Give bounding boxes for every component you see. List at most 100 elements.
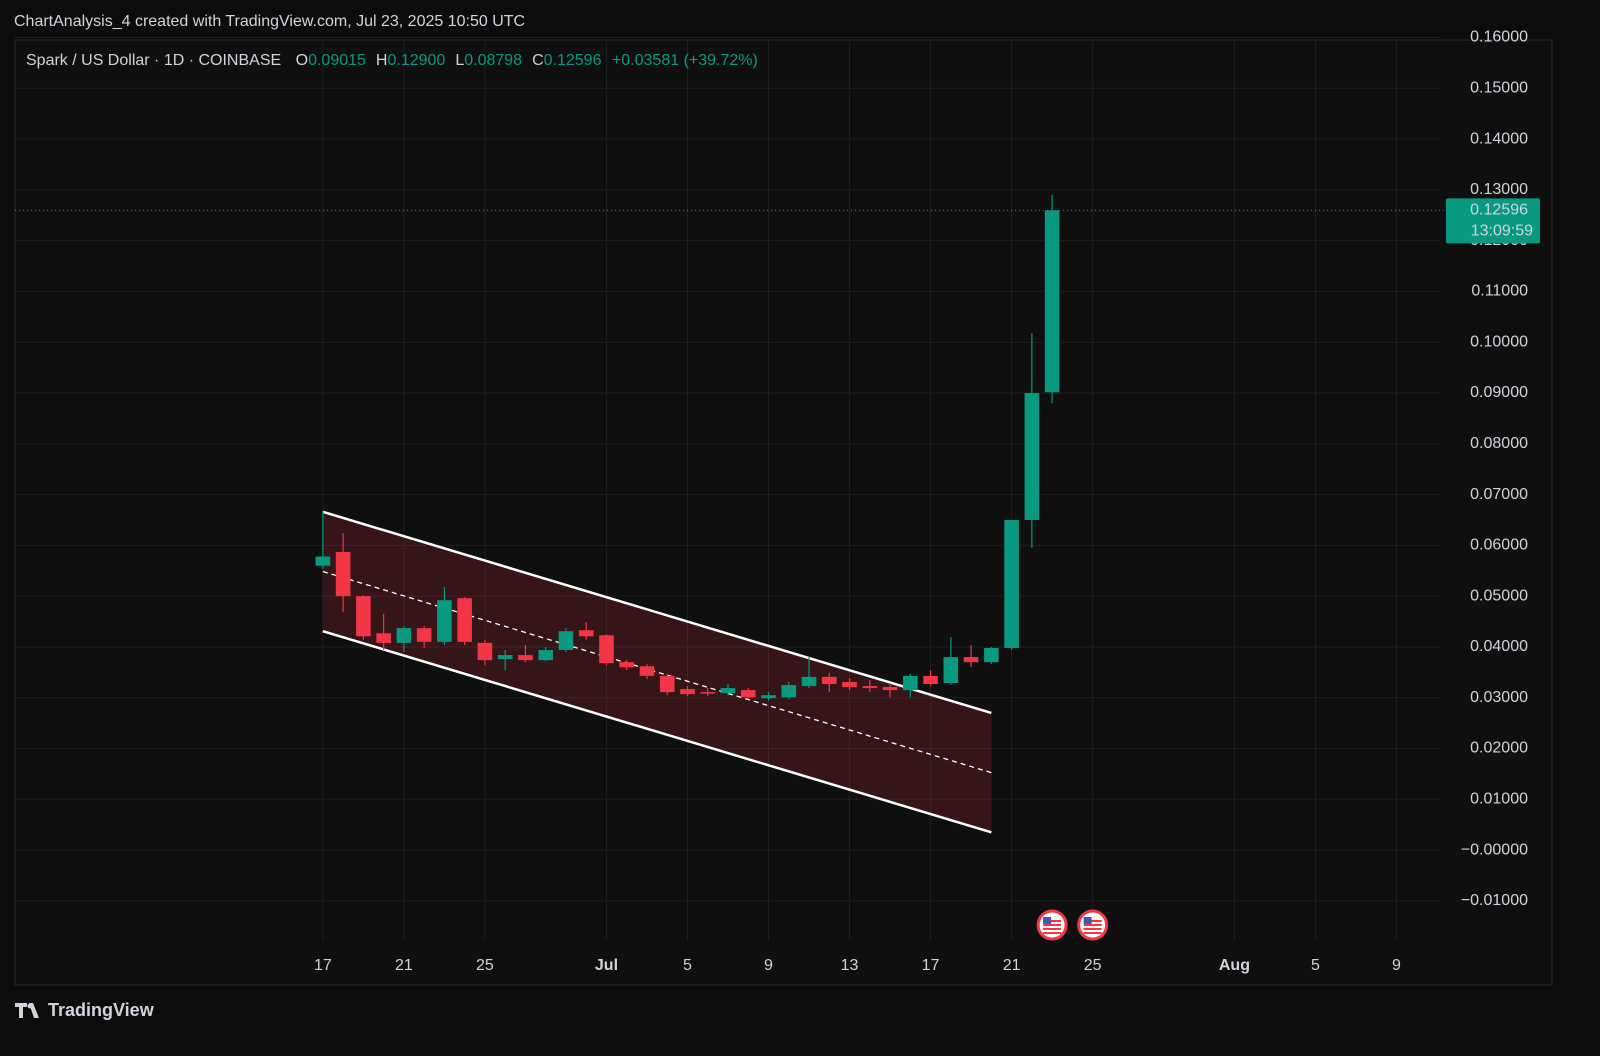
candle-body — [740, 690, 756, 698]
candle-body — [457, 598, 472, 642]
candle-body — [356, 596, 371, 637]
x-tick-label: 25 — [476, 957, 494, 974]
header-text: ChartAnalysis_4 created with TradingView… — [14, 13, 525, 30]
y-tick-label: 0.13000 — [1470, 181, 1528, 198]
flag-stripe — [1083, 932, 1102, 934]
candle-body — [518, 655, 533, 661]
legend-line: Spark / US Dollar · 1D · COINBASE O0.090… — [26, 52, 758, 69]
candle-body — [801, 676, 817, 687]
candle-body — [619, 662, 635, 668]
x-tick-label: Jul — [595, 957, 618, 974]
candle-body — [538, 649, 553, 661]
y-tick-label: 0.07000 — [1470, 486, 1528, 503]
ohlc-value: 0.08798 — [464, 52, 522, 69]
candle-body — [558, 631, 574, 650]
flag-stripe — [1043, 924, 1062, 926]
channel-fill — [322, 511, 992, 833]
candle-body — [943, 657, 959, 684]
x-tick-label: 21 — [1003, 957, 1021, 974]
ohlc-legend: O0.09015 H0.12900 L0.08798 C0.12596 — [296, 52, 602, 69]
y-tick-label: 0.04000 — [1470, 638, 1528, 655]
y-tick-label: 0.01000 — [1470, 791, 1528, 808]
candle-body — [1044, 210, 1060, 393]
x-tick-label: 17 — [314, 957, 332, 974]
ohlc-key: L — [455, 52, 464, 69]
y-tick-label: 0.14000 — [1470, 130, 1528, 147]
y-tick-label: 0.08000 — [1470, 435, 1528, 452]
x-tick-label: 5 — [1311, 957, 1320, 974]
candle-body — [315, 556, 331, 566]
candle-body — [923, 675, 938, 685]
ohlc-value: 0.12900 — [387, 52, 445, 69]
logo-dot — [27, 1003, 33, 1009]
logo-icon — [15, 1003, 39, 1018]
plot — [15, 194, 1446, 834]
x-tick-label: Aug — [1219, 957, 1250, 974]
candle-body — [882, 687, 898, 691]
candle-body — [821, 676, 837, 685]
ohlc-key: H — [376, 52, 388, 69]
last-price-label: 0.12596 — [1470, 202, 1528, 219]
ohlc-value: 0.12596 — [544, 52, 602, 69]
channel-lower — [322, 629, 992, 834]
x-tick-label: 13 — [841, 957, 859, 974]
candle-body — [437, 600, 452, 642]
candle-body — [761, 695, 776, 699]
flag-stripe — [1043, 932, 1062, 934]
candle-body — [416, 628, 432, 642]
x-tick-label: 9 — [764, 957, 773, 974]
candle-body — [1024, 392, 1040, 520]
flag-stripe — [1043, 928, 1062, 930]
y-tick-label: 0.06000 — [1470, 537, 1528, 554]
y-tick-label: 0.16000 — [1470, 29, 1528, 46]
candle-body — [700, 692, 716, 694]
flag-stripe — [1083, 928, 1102, 930]
logo: TradingView — [15, 1000, 155, 1020]
change: +0.03581 (+39.72%) — [612, 52, 758, 69]
last-price-box — [1446, 198, 1540, 244]
x-tick-label: 9 — [1392, 957, 1401, 974]
ohlc-value: 0.09015 — [308, 52, 366, 69]
candle-body — [862, 686, 878, 689]
x-tick-label: 5 — [683, 957, 692, 974]
candle-body — [963, 657, 979, 663]
flag-stripe — [1083, 924, 1102, 926]
grid: 0.160000.150000.140000.130000.120000.110… — [15, 29, 1528, 974]
y-tick-label: 0.05000 — [1470, 587, 1528, 604]
y-tick-label: 0.09000 — [1470, 384, 1528, 401]
flag-stripe — [1083, 920, 1102, 922]
event-icon — [1036, 909, 1068, 941]
y-tick-label: 0.10000 — [1470, 333, 1528, 350]
candle-body — [396, 628, 412, 643]
y-tick-label: 0.03000 — [1470, 689, 1528, 706]
x-tick-label: 21 — [395, 957, 413, 974]
candle-body — [903, 675, 918, 691]
candle-body — [781, 685, 797, 698]
candle-body — [477, 642, 493, 661]
candle-body — [335, 551, 351, 597]
flag-stripe — [1043, 920, 1062, 922]
flag-canton — [1043, 917, 1052, 924]
ohlc-key: C — [532, 52, 544, 69]
y-tick-label: 0.11000 — [1471, 283, 1528, 300]
flag-canton — [1083, 917, 1092, 924]
candle-body — [984, 647, 999, 663]
candle-body — [1004, 519, 1019, 648]
candle-body — [497, 655, 513, 660]
event-icon — [1077, 909, 1109, 941]
candle-body — [680, 689, 695, 695]
x-tick-label: 25 — [1084, 957, 1102, 974]
candle-body — [578, 630, 594, 637]
countdown-label: 13:09:59 — [1471, 223, 1533, 240]
chart-panel — [14, 39, 1553, 986]
candle-body — [639, 666, 655, 676]
candle-body — [842, 681, 857, 688]
candle-body — [599, 635, 614, 664]
channel-upper — [322, 510, 992, 715]
candle-body — [376, 633, 391, 643]
y-tick-label: 0.02000 — [1470, 740, 1528, 757]
y-tick-label: −0.01000 — [1461, 892, 1528, 909]
y-tick-label: 0.15000 — [1470, 79, 1528, 96]
